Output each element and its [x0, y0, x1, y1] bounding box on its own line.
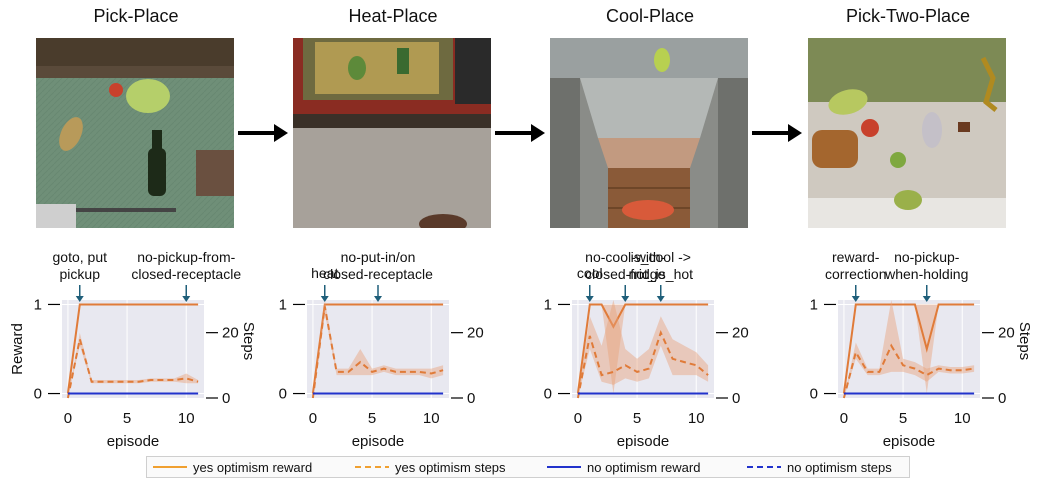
x-tick-label: 10: [688, 410, 705, 427]
series-line: [66, 303, 199, 394]
annotation-label: not_is_hot: [628, 266, 693, 282]
annotation-arrowhead: [182, 296, 191, 302]
y2-tick-label: 0: [222, 390, 230, 407]
series-line: [311, 303, 444, 394]
series-line: [576, 303, 709, 394]
y-tick-label: 1: [34, 296, 42, 313]
series-line: [842, 303, 975, 394]
annotation-arrowhead: [75, 296, 84, 302]
scene-image-pick-two-place: [808, 38, 1006, 228]
annotation-label: when-holding: [884, 266, 968, 282]
panel-title-pick-place: Pick-Place: [93, 6, 179, 26]
scene-image-heat-place: [293, 38, 491, 228]
legend-label: yes optimism reward: [193, 460, 313, 475]
annotation-label: closed-receptacle: [323, 266, 433, 282]
annotation-label: is_cool ->: [631, 249, 691, 265]
x-tick-label: 0: [64, 410, 72, 427]
annotation-arrowhead: [656, 296, 665, 302]
y-tick-label: 1: [544, 296, 552, 313]
annotation-label: correction: [825, 266, 886, 282]
y-tick-label: 0: [810, 386, 818, 403]
y2-tick-label: 20: [222, 325, 239, 342]
annotation-arrowhead: [320, 296, 329, 302]
x-tick-label: 10: [954, 410, 971, 427]
y2-tick-label: 0: [732, 390, 740, 407]
y-tick-label: 1: [810, 296, 818, 313]
legend: yes optimism reward yes optimism steps n…: [146, 456, 910, 478]
annotation-label: no-pickup-from-: [137, 249, 235, 265]
panel-title-pick-two-place: Pick-Two-Place: [845, 6, 971, 26]
y-tick-label: 0: [279, 386, 287, 403]
x-tick-label: 5: [633, 410, 641, 427]
annotation-label: reward-: [832, 249, 880, 265]
annotation-label: no-cool-with-: [585, 249, 665, 265]
annotation-label: closed-fridge: [585, 266, 665, 282]
y2-tick-label: 20: [998, 325, 1015, 342]
panel-title-heat-place: Heat-Place: [348, 6, 438, 26]
x-axis-label: episode: [107, 433, 160, 450]
annotation-label: heat: [311, 265, 338, 281]
legend-label: no optimism reward: [587, 460, 701, 475]
right-arrow-icon: [752, 124, 802, 142]
annotation-arrowhead: [585, 296, 594, 302]
x-axis-label: episode: [883, 433, 936, 450]
y-tick-label: 0: [544, 386, 552, 403]
x-tick-label: 0: [574, 410, 582, 427]
series-line: [66, 338, 199, 399]
right-arrow-icon: [495, 124, 545, 142]
y2-axis-label: Steps: [240, 322, 257, 360]
confidence-band: [312, 300, 444, 398]
right-arrow-icon: [238, 124, 288, 142]
y2-tick-label: 0: [467, 390, 475, 407]
x-tick-label: 0: [309, 410, 317, 427]
annotation-label: cool: [577, 265, 603, 281]
x-axis-label: episode: [352, 433, 405, 450]
x-tick-label: 10: [178, 410, 195, 427]
annotation-label: closed-receptacle: [131, 266, 241, 282]
panel-title-cool-place: Cool-Place: [605, 6, 695, 26]
annotation-label: pickup: [60, 266, 101, 282]
confidence-band: [577, 304, 709, 394]
x-tick-label: 5: [368, 410, 376, 427]
plot-area: [572, 300, 714, 398]
x-axis-label: episode: [617, 433, 670, 450]
x-tick-label: 10: [423, 410, 440, 427]
x-tick-label: 5: [899, 410, 907, 427]
y-axis-label: Reward: [9, 323, 26, 375]
y-tick-label: 1: [279, 296, 287, 313]
y2-tick-label: 20: [732, 325, 749, 342]
annotation-label: goto, put: [53, 249, 108, 265]
annotation-label: no-pickup-: [894, 249, 960, 265]
y2-tick-label: 0: [998, 390, 1006, 407]
x-tick-label: 5: [123, 410, 131, 427]
scene-image-pick-place: [36, 38, 234, 228]
plot-area: [838, 300, 980, 398]
x-tick-label: 0: [840, 410, 848, 427]
annotation-arrowhead: [374, 296, 382, 302]
scene-image-cool-place: [550, 38, 748, 228]
annotation-arrowhead: [851, 296, 860, 302]
annotation-label: no-put-in/on: [341, 249, 416, 265]
y-tick-label: 0: [34, 386, 42, 403]
legend-label: no optimism steps: [787, 460, 892, 475]
legend-label: yes optimism steps: [395, 460, 506, 475]
annotation-arrowhead: [621, 296, 630, 302]
annotation-arrowhead: [922, 296, 931, 302]
y2-tick-label: 20: [467, 325, 484, 342]
plot-area: [307, 300, 449, 398]
y2-axis-label: Steps: [1016, 322, 1033, 360]
confidence-band: [843, 300, 975, 398]
series-line: [311, 306, 444, 399]
